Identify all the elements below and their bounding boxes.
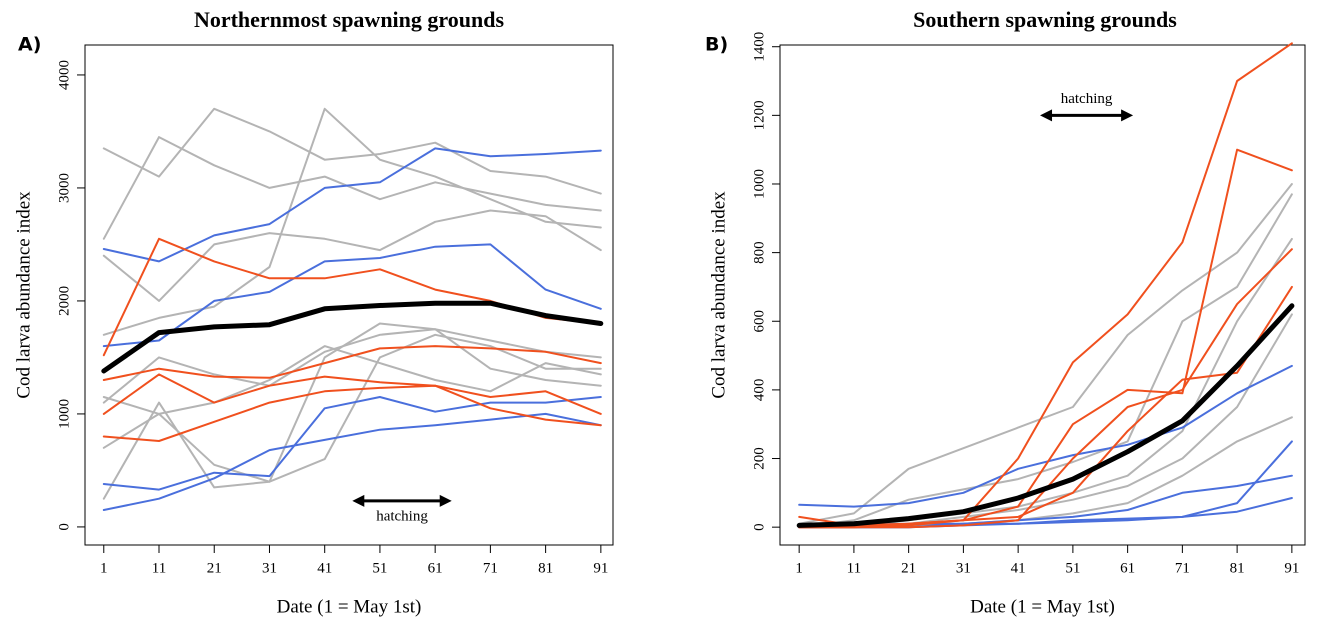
data-line xyxy=(102,147,602,263)
data-line xyxy=(102,412,602,511)
x-tick-label: 61 xyxy=(428,560,443,576)
plot-frame xyxy=(84,44,614,546)
x-tick-label: 71 xyxy=(483,560,498,576)
data-line xyxy=(102,209,602,302)
y-tick-label: 200 xyxy=(751,447,767,470)
data-line xyxy=(798,364,1293,508)
x-tick-label: 21 xyxy=(901,560,916,576)
data-line xyxy=(102,328,602,404)
y-tick-label: 600 xyxy=(751,310,767,333)
data-line xyxy=(102,373,602,415)
annotation-text: hatching xyxy=(1061,91,1113,107)
y-tick-label: 0 xyxy=(751,523,767,531)
y-tick-label: 2000 xyxy=(56,286,72,316)
y-tick-label: 3000 xyxy=(56,173,72,203)
y-tick-label: 1200 xyxy=(751,100,767,130)
y-tick-label: 1000 xyxy=(56,399,72,429)
chart-title: Northernmost spawning grounds xyxy=(194,7,505,32)
x-tick-label: 41 xyxy=(1011,560,1026,576)
x-tick-label: 31 xyxy=(956,560,971,576)
y-tick-label: 0 xyxy=(56,523,72,531)
x-axis-label: Date (1 = May 1st) xyxy=(970,596,1115,617)
panel-label: B) xyxy=(705,34,728,56)
y-axis-label: Cod larva abundance index xyxy=(13,191,34,399)
y-tick-label: 400 xyxy=(751,379,767,402)
x-tick-label: 71 xyxy=(1175,560,1190,576)
data-line xyxy=(798,193,1293,529)
x-tick-label: 51 xyxy=(1065,560,1080,576)
y-axis-label: Cod larva abundance index xyxy=(708,191,729,399)
x-tick-label: 81 xyxy=(538,560,553,576)
data-line xyxy=(102,322,602,500)
y-tick-label: 800 xyxy=(751,241,767,264)
data-line xyxy=(102,345,602,415)
data-line xyxy=(798,285,1293,529)
data-line xyxy=(102,243,602,348)
data-line xyxy=(798,313,1293,529)
x-tick-label: 41 xyxy=(317,560,332,576)
annotation-text: hatching xyxy=(376,508,428,524)
y-tick-label: 1400 xyxy=(751,32,767,62)
x-tick-label: 91 xyxy=(1284,560,1299,576)
data-line xyxy=(102,136,602,240)
x-tick-label: 51 xyxy=(372,560,387,576)
x-tick-label: 1 xyxy=(100,560,108,576)
arrow-head xyxy=(439,494,452,507)
arrow-head xyxy=(1040,109,1053,122)
data-line xyxy=(102,107,602,195)
data-line xyxy=(102,237,602,357)
x-tick-label: 61 xyxy=(1120,560,1135,576)
data-line xyxy=(102,333,602,483)
x-tick-label: 91 xyxy=(593,560,608,576)
data-line xyxy=(102,345,602,381)
x-tick-label: 31 xyxy=(262,560,277,576)
arrow-head xyxy=(352,494,365,507)
x-tick-label: 21 xyxy=(207,560,222,576)
data-line xyxy=(102,107,602,336)
x-axis-label: Date (1 = May 1st) xyxy=(277,596,422,617)
data-line xyxy=(796,303,1295,528)
x-tick-label: 1 xyxy=(795,560,803,576)
data-line xyxy=(101,300,604,374)
data-line xyxy=(102,396,602,491)
x-tick-label: 11 xyxy=(152,560,166,576)
plot-frame xyxy=(779,44,1306,546)
data-line xyxy=(102,384,602,442)
y-tick-label: 4000 xyxy=(56,60,72,90)
data-line xyxy=(798,416,1293,529)
x-tick-label: 81 xyxy=(1230,560,1245,576)
y-tick-label: 1000 xyxy=(751,169,767,199)
arrow-head xyxy=(1121,109,1134,122)
chart-title: Southern spawning grounds xyxy=(913,7,1177,32)
panel-label: A) xyxy=(18,34,41,56)
x-tick-label: 11 xyxy=(847,560,861,576)
